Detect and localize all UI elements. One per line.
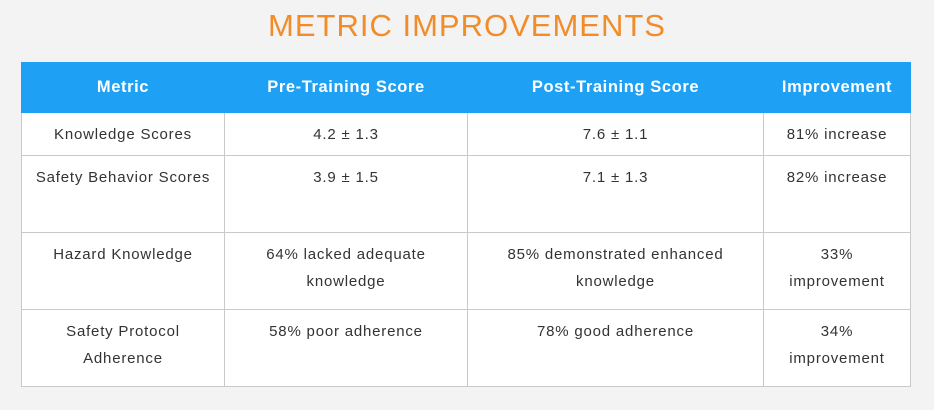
column-header-pre-training-score: Pre-Training Score	[224, 62, 468, 113]
metric-cell: Safety Protocol Adherence	[21, 309, 225, 387]
improvement-cell: 81% increase	[763, 112, 911, 156]
metric-cell: Hazard Knowledge	[21, 232, 225, 310]
improvement-cell: 33% improvement	[763, 232, 911, 310]
metrics-table: Metric Pre-Training Score Post-Training …	[21, 62, 911, 387]
post-training-cell: 78% good adherence	[467, 309, 764, 387]
pre-training-cell: 64% lacked adequate knowledge	[224, 232, 468, 310]
metric-cell: Knowledge Scores	[21, 112, 225, 156]
table-row: Safety Behavior Scores 3.9 ± 1.5 7.1 ± 1…	[21, 155, 911, 233]
table-row: Hazard Knowledge 64% lacked adequate kno…	[21, 232, 911, 310]
pre-training-cell: 3.9 ± 1.5	[224, 155, 468, 233]
improvement-cell: 82% increase	[763, 155, 911, 233]
post-training-cell: 7.1 ± 1.3	[467, 155, 764, 233]
table-header-row: Metric Pre-Training Score Post-Training …	[21, 62, 911, 113]
post-training-cell: 85% demonstrated enhanced knowledge	[467, 232, 764, 310]
table-row: Knowledge Scores 4.2 ± 1.3 7.6 ± 1.1 81%…	[21, 112, 911, 156]
metric-cell: Safety Behavior Scores	[21, 155, 225, 233]
pre-training-cell: 58% poor adherence	[224, 309, 468, 387]
column-header-improvement: Improvement	[763, 62, 911, 113]
pre-training-cell: 4.2 ± 1.3	[224, 112, 468, 156]
column-header-post-training-score: Post-Training Score	[467, 62, 764, 113]
post-training-cell: 7.6 ± 1.1	[467, 112, 764, 156]
improvement-cell: 34% improvement	[763, 309, 911, 387]
page-title: METRIC IMPROVEMENTS	[268, 8, 666, 43]
column-header-metric: Metric	[21, 62, 225, 113]
table-row: Safety Protocol Adherence 58% poor adher…	[21, 309, 911, 387]
